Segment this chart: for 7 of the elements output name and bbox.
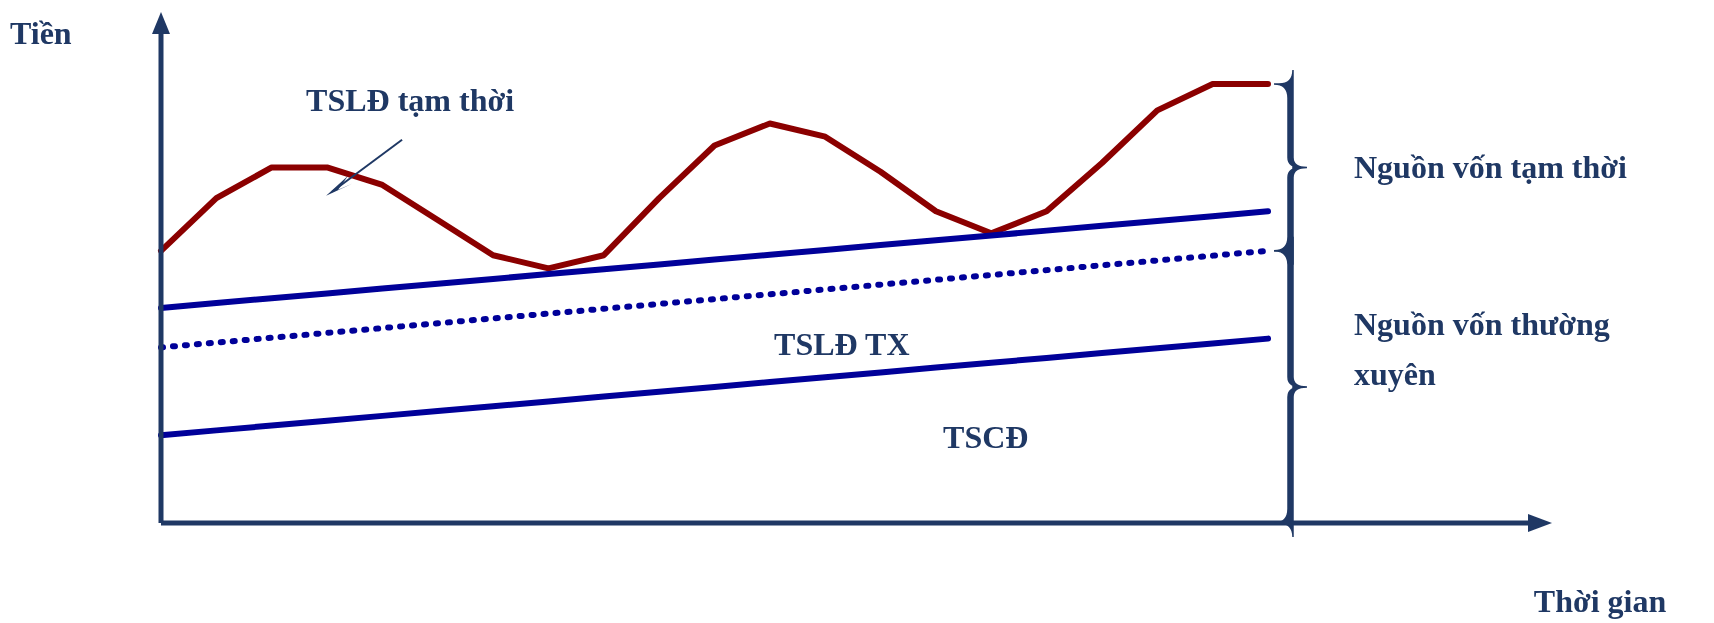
text: Nguồn vốn tạm thời: [1354, 149, 1627, 186]
y-axis-title: Tiền: [10, 15, 72, 51]
text: Nguồn vốn thường xuyên: [1354, 305, 1610, 392]
annotation: TSLĐ TX: [774, 325, 910, 362]
text: Thời gian: [1533, 583, 1667, 619]
annotation: TSCĐ: [943, 419, 1029, 456]
annotation: TSLĐ tạm thời: [306, 82, 515, 119]
